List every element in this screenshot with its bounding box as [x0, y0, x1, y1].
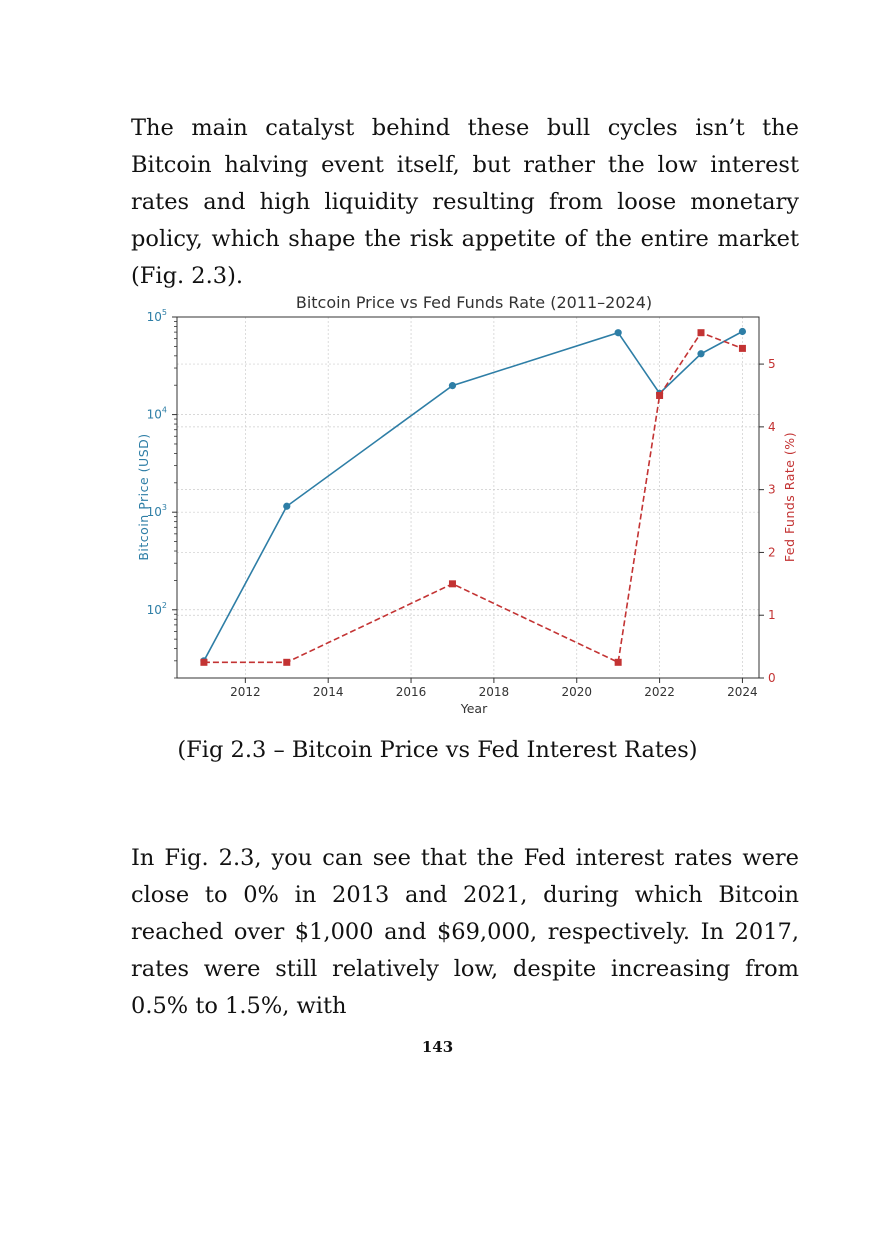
- x-axis-label: Year: [460, 701, 488, 716]
- rate-data-point: [200, 658, 208, 666]
- y-tick-label: 103: [147, 503, 167, 519]
- body-paragraph-2: In Fig. 2.3, you can see that the Fed in…: [131, 845, 799, 1019]
- y-axis-label: Bitcoin Price (USD): [136, 433, 151, 560]
- rate-data-point: [697, 329, 705, 337]
- rate-series-line: [203, 331, 743, 664]
- chart-svg: 2012 2014 2016 2018 2020 2022 2024102103104105…: [136, 293, 797, 716]
- x-tick-label: 2016: [396, 685, 427, 699]
- y2-tick-label: 3: [768, 483, 776, 497]
- body-paragraph-1: The main catalyst behind these bull cycl…: [131, 115, 799, 289]
- figure-caption: (Fig 2.3 – Bitcoin Price vs Fed Interest…: [177, 737, 698, 763]
- plot-frame: [176, 316, 760, 679]
- y-tick-label: 104: [147, 406, 167, 422]
- figure-chart: 2012 2014 2016 2018 2020 2022 2024 102 103 104 105…: [120, 290, 800, 729]
- y2-tick-label: 2: [768, 545, 776, 559]
- x-tick-label: 2022: [644, 685, 675, 699]
- y2-tick-label: 4: [768, 420, 776, 434]
- rate-data-point: [283, 658, 291, 666]
- rate-data-point: [656, 391, 664, 399]
- rate-data-point: [614, 658, 622, 666]
- rate-data-point: [738, 344, 746, 352]
- y2-tick-label: 0: [768, 671, 776, 685]
- price-data-point: [448, 382, 457, 390]
- price-data-point: [283, 502, 291, 510]
- price-data-point: [697, 350, 705, 358]
- price-data-point: [738, 327, 747, 336]
- page-number: 143: [421, 1038, 454, 1056]
- y-tick-label: 102: [147, 601, 167, 617]
- y2-tick-label: 5: [768, 357, 776, 371]
- axis-ticks: 2012 2014 2016 2018 2020 2022 2024102103104105…: [147, 308, 776, 699]
- chart-grid: [177, 316, 759, 679]
- x-tick-label: 2018: [479, 685, 510, 699]
- chart-series: [200, 327, 747, 666]
- y2-tick-label: 1: [768, 608, 776, 622]
- x-tick-label: 2012: [230, 685, 261, 699]
- y2-axis-label: Fed Funds Rate (%): [782, 432, 797, 562]
- price-series-line: [203, 330, 743, 662]
- x-tick-label: 2024: [727, 685, 758, 699]
- y-tick-label: 105: [147, 308, 167, 324]
- rate-data-point: [448, 580, 456, 588]
- price-data-point: [614, 329, 622, 337]
- chart-title: Bitcoin Price vs Fed Funds Rate (2011–20…: [296, 293, 652, 312]
- x-tick-label: 2014: [313, 685, 344, 699]
- x-tick-label: 2020: [561, 685, 592, 699]
